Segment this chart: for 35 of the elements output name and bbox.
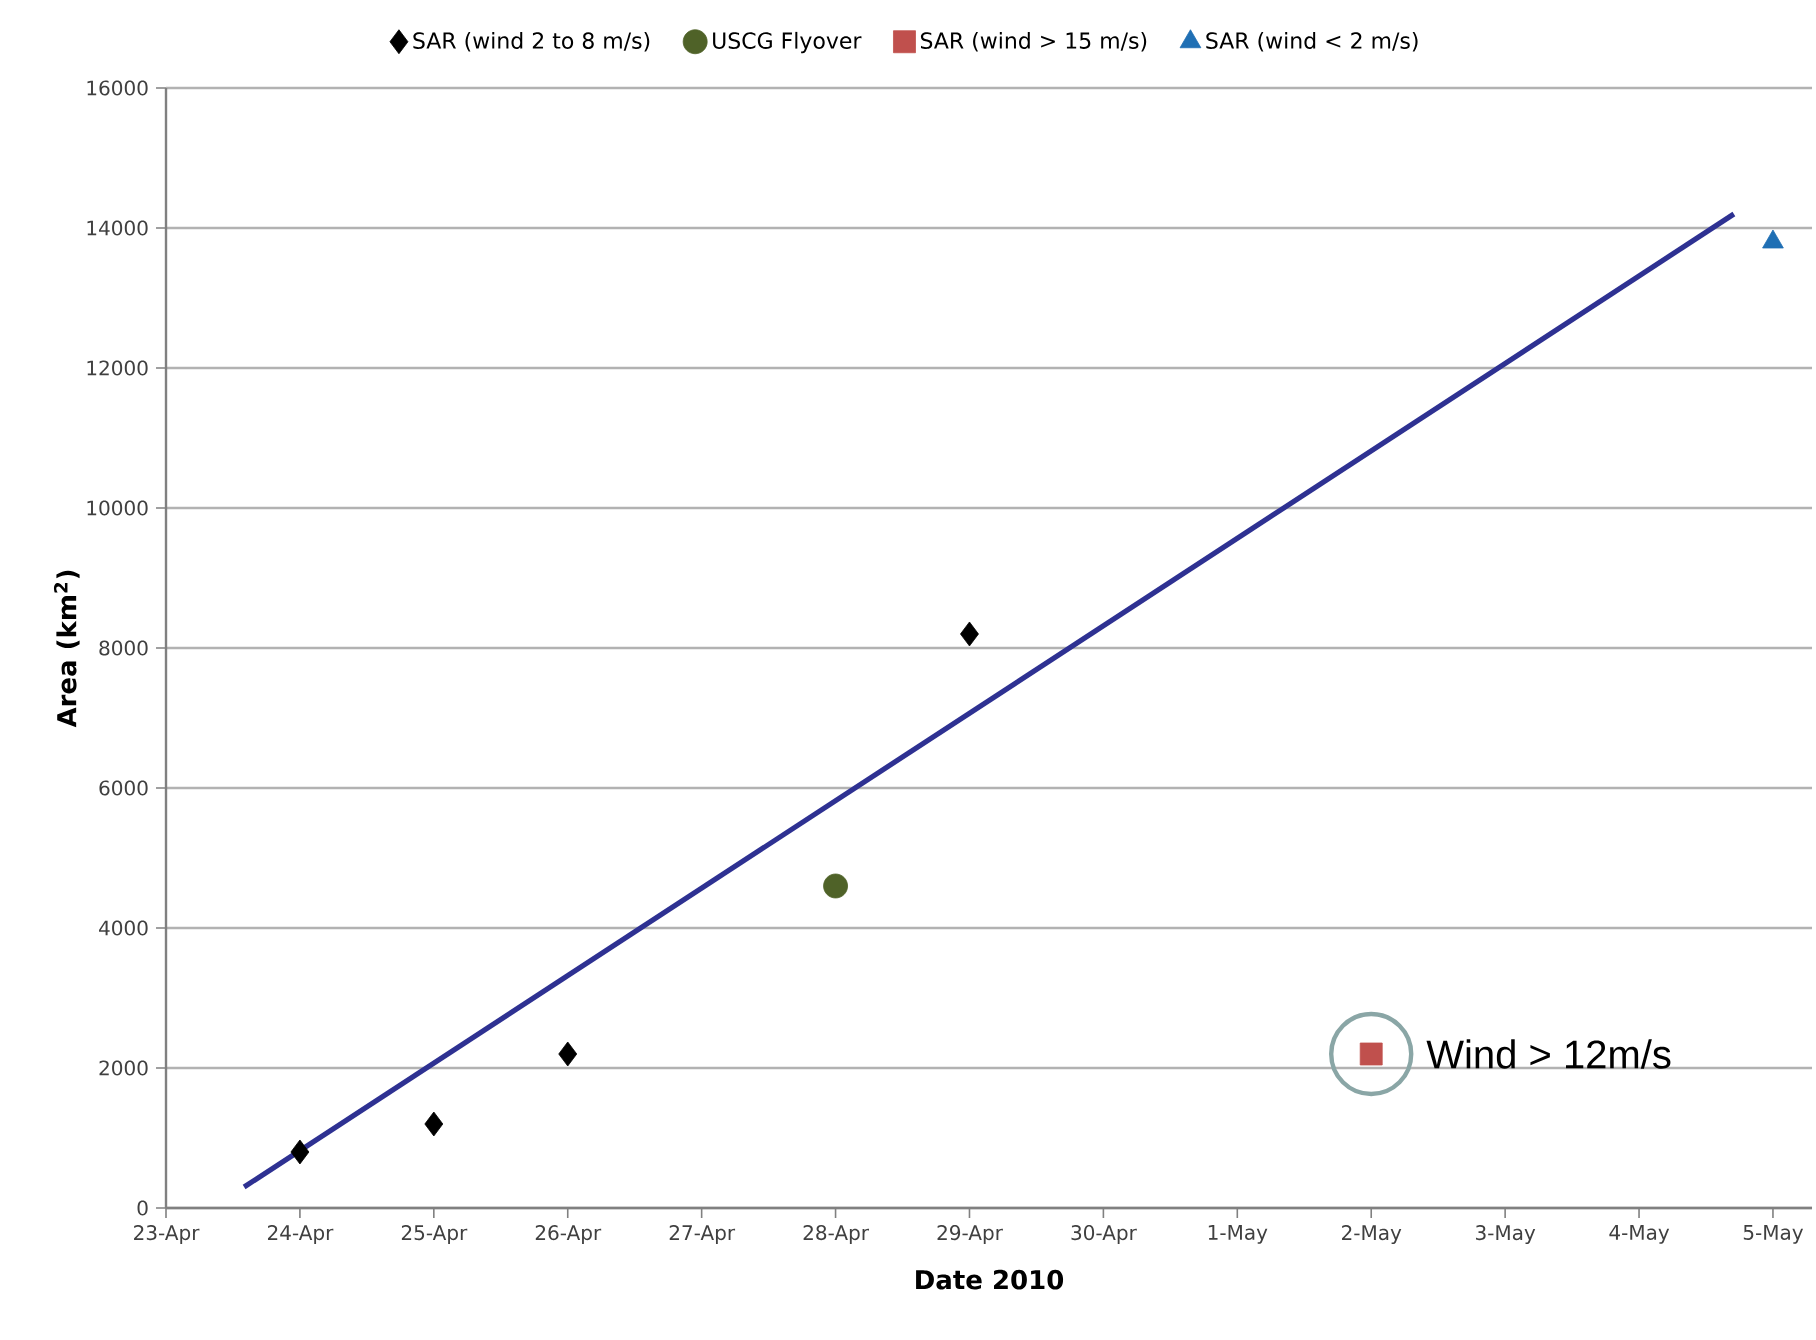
y-tick-label: 12000 [87,360,148,376]
legend-label: SAR (wind < 2 m/s) [1206,31,1418,52]
x-tick-label: 23-Apr [134,1225,200,1245]
x-tick-label: 30-Apr [1071,1225,1137,1245]
legend-label: USCG Flyover [713,31,862,54]
y-tick-label: 0 [137,1200,148,1216]
point [1762,229,1784,249]
y-tick-label: 2000 [99,1060,148,1076]
legend-label: SAR (wind 2 to 8 m/s) [413,31,650,52]
y-axis-title: Area (km$^{2}$) [53,570,80,728]
y-tick-label: 6000 [99,780,148,796]
x-tick-label: 4-May [1609,1225,1670,1244]
x-tick-label: 28-Apr [803,1225,869,1245]
x-tick-label: 24-Apr [267,1225,334,1245]
x-tick-label: 1-May [1208,1225,1268,1244]
y-tick-label: 10000 [87,500,148,516]
y-tick-label: 14000 [87,220,148,236]
point [558,1041,578,1067]
x-tick-label: 2-May [1342,1225,1402,1245]
x-tick-label: 26-Apr [535,1225,602,1245]
point [290,1139,310,1165]
annotation: Wind > 12m/s [1426,1039,1671,1069]
y-tick-label: 4000 [99,920,148,936]
y-tick-label: 16000 [87,80,148,96]
point [823,873,848,899]
x-tick-label: 3-May [1476,1225,1536,1245]
x-tick-label: 29-Apr [937,1225,1003,1245]
x-tick-label: 5-May [1743,1225,1804,1244]
point [960,621,979,647]
x-axis-title: Date 2010 [916,1269,1064,1290]
point [424,1111,444,1137]
y-tick-label: 8000 [99,640,148,656]
legend-label: SAR (wind > 15 m/s) [920,31,1147,52]
x-tick-label: 25-Apr [401,1225,468,1245]
x-tick-label: 27-Apr [669,1225,736,1245]
